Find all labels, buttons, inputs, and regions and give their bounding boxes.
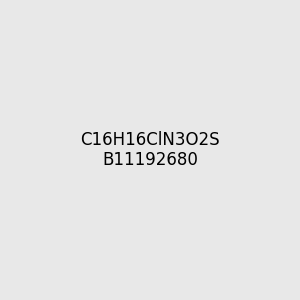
Text: C16H16ClN3O2S
B11192680: C16H16ClN3O2S B11192680	[80, 130, 220, 170]
